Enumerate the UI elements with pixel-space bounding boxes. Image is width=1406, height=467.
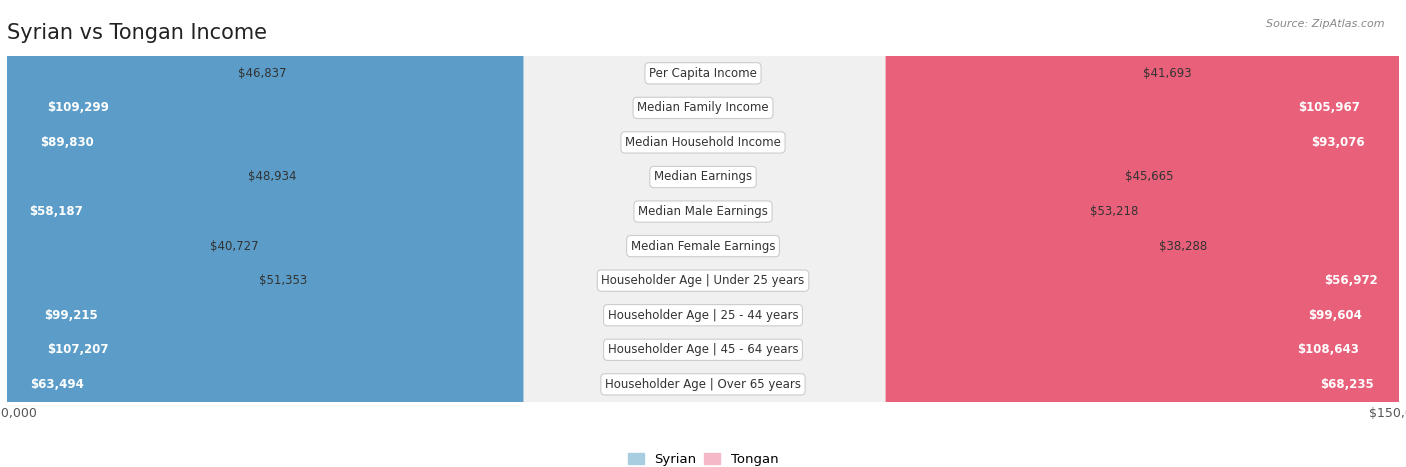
Text: $46,837: $46,837 xyxy=(238,67,287,80)
Text: Householder Age | 45 - 64 years: Householder Age | 45 - 64 years xyxy=(607,343,799,356)
Text: Per Capita Income: Per Capita Income xyxy=(650,67,756,80)
FancyBboxPatch shape xyxy=(7,0,1399,467)
FancyBboxPatch shape xyxy=(957,0,1406,467)
Text: $38,288: $38,288 xyxy=(1159,240,1208,253)
FancyBboxPatch shape xyxy=(7,0,1399,467)
Text: $99,215: $99,215 xyxy=(44,309,97,322)
FancyBboxPatch shape xyxy=(7,0,1399,467)
Text: Median Earnings: Median Earnings xyxy=(654,170,752,184)
FancyBboxPatch shape xyxy=(0,0,513,467)
FancyBboxPatch shape xyxy=(7,0,1399,467)
FancyBboxPatch shape xyxy=(1178,0,1406,467)
FancyBboxPatch shape xyxy=(1125,0,1406,467)
Text: $41,693: $41,693 xyxy=(1143,67,1192,80)
Text: $63,494: $63,494 xyxy=(31,378,84,391)
Text: $108,643: $108,643 xyxy=(1296,343,1358,356)
Text: Syrian vs Tongan Income: Syrian vs Tongan Income xyxy=(7,23,267,43)
FancyBboxPatch shape xyxy=(1197,0,1406,467)
FancyBboxPatch shape xyxy=(1212,0,1406,467)
FancyBboxPatch shape xyxy=(0,0,311,467)
FancyBboxPatch shape xyxy=(0,0,243,467)
Legend: Syrian, Tongan: Syrian, Tongan xyxy=(623,447,783,467)
Text: $40,727: $40,727 xyxy=(209,240,259,253)
FancyBboxPatch shape xyxy=(7,0,1399,467)
Text: $48,934: $48,934 xyxy=(247,170,297,184)
Text: $53,218: $53,218 xyxy=(1090,205,1137,218)
Text: Householder Age | Under 25 years: Householder Age | Under 25 years xyxy=(602,274,804,287)
Text: $68,235: $68,235 xyxy=(1320,378,1374,391)
Text: Median Household Income: Median Household Income xyxy=(626,136,780,149)
FancyBboxPatch shape xyxy=(0,0,523,467)
Text: Householder Age | 25 - 44 years: Householder Age | 25 - 44 years xyxy=(607,309,799,322)
Text: Median Family Income: Median Family Income xyxy=(637,101,769,114)
FancyBboxPatch shape xyxy=(1073,0,1406,467)
FancyBboxPatch shape xyxy=(0,0,433,467)
FancyBboxPatch shape xyxy=(1143,0,1406,467)
Text: Source: ZipAtlas.com: Source: ZipAtlas.com xyxy=(1267,19,1385,28)
Text: $105,967: $105,967 xyxy=(1298,101,1360,114)
Text: $109,299: $109,299 xyxy=(48,101,110,114)
Text: Median Male Earnings: Median Male Earnings xyxy=(638,205,768,218)
Text: Householder Age | Over 65 years: Householder Age | Over 65 years xyxy=(605,378,801,391)
Text: $99,604: $99,604 xyxy=(1308,309,1362,322)
FancyBboxPatch shape xyxy=(7,0,1399,467)
FancyBboxPatch shape xyxy=(928,0,1406,467)
FancyBboxPatch shape xyxy=(886,0,1406,467)
FancyBboxPatch shape xyxy=(0,0,205,467)
Text: $45,665: $45,665 xyxy=(1125,170,1173,184)
FancyBboxPatch shape xyxy=(7,0,1399,467)
FancyBboxPatch shape xyxy=(0,0,477,467)
FancyBboxPatch shape xyxy=(7,0,1399,467)
Text: $51,353: $51,353 xyxy=(259,274,308,287)
Text: $89,830: $89,830 xyxy=(41,136,94,149)
FancyBboxPatch shape xyxy=(7,0,1399,467)
Text: Median Female Earnings: Median Female Earnings xyxy=(631,240,775,253)
FancyBboxPatch shape xyxy=(0,0,287,467)
FancyBboxPatch shape xyxy=(7,0,1399,467)
Text: $107,207: $107,207 xyxy=(46,343,108,356)
Text: $56,972: $56,972 xyxy=(1324,274,1378,287)
FancyBboxPatch shape xyxy=(898,0,1406,467)
FancyBboxPatch shape xyxy=(0,0,233,467)
FancyBboxPatch shape xyxy=(0,0,254,467)
Text: $58,187: $58,187 xyxy=(28,205,83,218)
Text: $93,076: $93,076 xyxy=(1310,136,1364,149)
